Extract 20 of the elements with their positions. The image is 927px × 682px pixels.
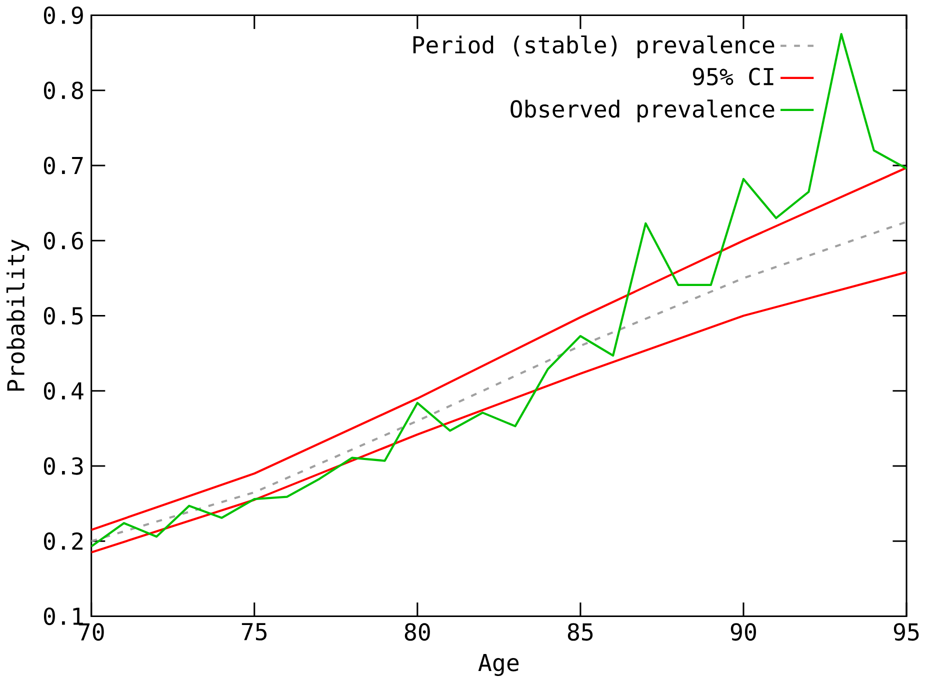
x-tick-label: 80 xyxy=(404,622,430,640)
x-tick-label: 95 xyxy=(894,622,919,640)
y-tick-label: 0.6 xyxy=(44,232,83,250)
y-tick-label: 0.3 xyxy=(44,456,83,475)
x-tick-label: 70 xyxy=(78,622,104,640)
y-axis-title: Probability xyxy=(6,239,30,390)
x-tick-label: 75 xyxy=(242,622,267,640)
legend-label: Period (stable) prevalence xyxy=(413,35,774,58)
y-tick-label: 0.1 xyxy=(44,607,83,625)
y-tick-label: 0.9 xyxy=(44,6,83,24)
y-tick-label: 0.8 xyxy=(44,81,84,99)
y-tick-label: 0.4 xyxy=(44,382,84,400)
x-tick-label: 85 xyxy=(568,622,593,640)
y-tick-label: 0.7 xyxy=(44,156,83,174)
x-axis-title: Age xyxy=(478,654,519,676)
legend-label: Observed prevalence xyxy=(510,99,774,122)
x-tick-label: 90 xyxy=(730,622,756,640)
legend-label: 95% CI xyxy=(692,68,774,86)
y-tick-label: 0.2 xyxy=(44,532,83,550)
y-tick-label: 0.5 xyxy=(44,306,83,324)
